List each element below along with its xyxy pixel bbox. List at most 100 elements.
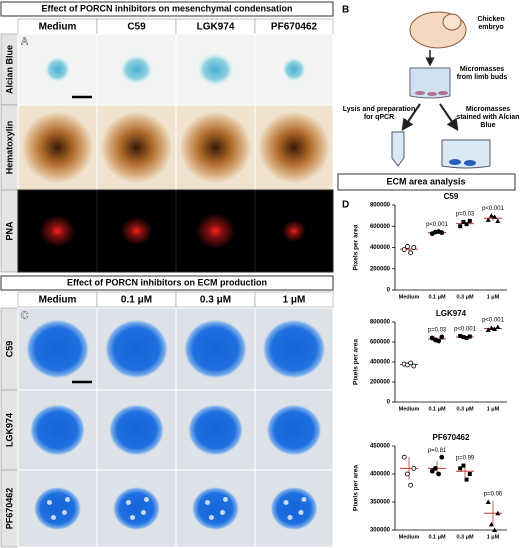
- data-point: [492, 214, 498, 219]
- y-tick-label: 400000: [370, 245, 391, 251]
- column-header-box: [254, 291, 334, 308]
- data-point: [488, 213, 494, 218]
- image-cell: [254, 469, 334, 548]
- data-point: [411, 363, 417, 369]
- panel-title: Effect of PORCN inhibitors on mesenchyma…: [41, 3, 292, 13]
- stained-micromass: [33, 486, 82, 531]
- x-tick-label: Medium: [399, 534, 420, 540]
- nodule-gap: [298, 510, 304, 515]
- stained-micromass: [262, 319, 326, 379]
- panel-title: ECM area analysis: [386, 176, 465, 186]
- data-point: [464, 477, 469, 482]
- data-point: [429, 468, 435, 474]
- p-value: p<0.001: [482, 206, 505, 212]
- image-cell: [254, 33, 334, 106]
- nodule-gap: [209, 515, 214, 520]
- data-point: [401, 247, 407, 253]
- caption: Micromasses stained with Alcian Blue: [456, 106, 520, 129]
- y-axis-label: Pixels per area: [353, 465, 360, 511]
- row-label: Hematoxylin: [4, 121, 14, 175]
- title-box: [0, 275, 334, 291]
- panel-label: C: [21, 311, 28, 322]
- data-point: [461, 463, 466, 468]
- nodule-gap: [130, 515, 135, 520]
- pna-signal: [120, 217, 153, 245]
- stained-micromass: [187, 404, 244, 456]
- alcian-blob: [281, 56, 307, 83]
- hematoxylin-blob: [21, 111, 94, 184]
- stained-micromass: [112, 486, 161, 531]
- micromass: [464, 160, 476, 166]
- y-tick-label: 200000: [370, 380, 391, 386]
- data-point: [467, 334, 472, 339]
- x-tick-label: 0.3 μM: [456, 406, 474, 412]
- column-header: C59: [127, 22, 146, 33]
- chart-title: LGK974: [436, 309, 467, 318]
- row-label: LGK974: [4, 413, 14, 447]
- panel-label: D: [342, 200, 349, 211]
- p-value: p<0.001: [454, 327, 477, 333]
- stained-micromass: [25, 319, 90, 379]
- data-point: [439, 454, 445, 460]
- data-point: [488, 521, 494, 527]
- y-tick-label: 400000: [370, 472, 391, 478]
- column-header: 1 μM: [283, 295, 306, 306]
- micromass: [449, 159, 461, 165]
- data-point: [436, 338, 442, 344]
- y-tick-label: 450000: [370, 444, 391, 450]
- p-value: p=0.03: [456, 212, 475, 218]
- data-point: [495, 510, 501, 516]
- y-tick-label: 300000: [370, 528, 391, 534]
- nodule-gap: [220, 510, 225, 515]
- panel-title: Effect of PORCN inhibitors on ECM produc…: [67, 277, 267, 287]
- x-tick-label: Medium: [399, 294, 420, 300]
- column-header: LGK974: [197, 22, 235, 33]
- chart-title: PF670462: [433, 433, 470, 442]
- micromass: [438, 91, 448, 95]
- micromass: [427, 92, 437, 96]
- alcian-blob: [195, 51, 236, 88]
- data-point: [492, 527, 498, 532]
- data-point: [461, 220, 466, 224]
- row-label: PF670462: [4, 488, 14, 530]
- x-tick-label: 0.3 μM: [456, 534, 474, 540]
- data-point: [485, 327, 491, 332]
- stained-micromass: [266, 404, 322, 456]
- data-point: [458, 334, 463, 338]
- data-point: [464, 336, 469, 340]
- x-tick-label: 1 μM: [487, 406, 500, 412]
- y-tick-label: 600000: [370, 224, 391, 230]
- nodule-gap: [205, 500, 210, 505]
- x-tick-label: 0.1 μM: [428, 294, 446, 300]
- stained-micromass: [183, 319, 248, 379]
- caption: Micromasses from limb buds: [456, 66, 508, 81]
- p-value: p=0.99: [456, 456, 475, 462]
- data-point: [458, 466, 463, 471]
- p-value: p=0.03: [428, 328, 447, 334]
- nodule-gap: [144, 497, 149, 502]
- p-value: p=0.06: [484, 491, 503, 497]
- column-header: Medium: [39, 22, 77, 33]
- x-tick-label: 0.3 μM: [456, 294, 474, 300]
- stained-micromass: [270, 486, 318, 531]
- p-value: p<0.001: [482, 318, 505, 324]
- y-tick-label: 0: [387, 400, 391, 406]
- nodule-gap: [47, 500, 52, 505]
- data-point: [411, 465, 417, 471]
- y-tick-label: 400000: [370, 360, 391, 366]
- panel-label: A: [21, 37, 28, 48]
- data-point: [411, 245, 417, 250]
- x-tick-label: 0.1 μM: [428, 406, 446, 412]
- data-point: [408, 482, 414, 488]
- data-point: [485, 217, 491, 222]
- data-point: [401, 454, 407, 460]
- row-label: C59: [4, 341, 14, 358]
- chart-title: C59: [444, 192, 459, 201]
- data-point: [467, 218, 472, 223]
- data-point: [495, 324, 501, 329]
- y-tick-label: 200000: [370, 266, 391, 272]
- nodule-gap: [141, 510, 146, 515]
- x-tick-label: 1 μM: [487, 534, 500, 540]
- data-point: [439, 334, 445, 340]
